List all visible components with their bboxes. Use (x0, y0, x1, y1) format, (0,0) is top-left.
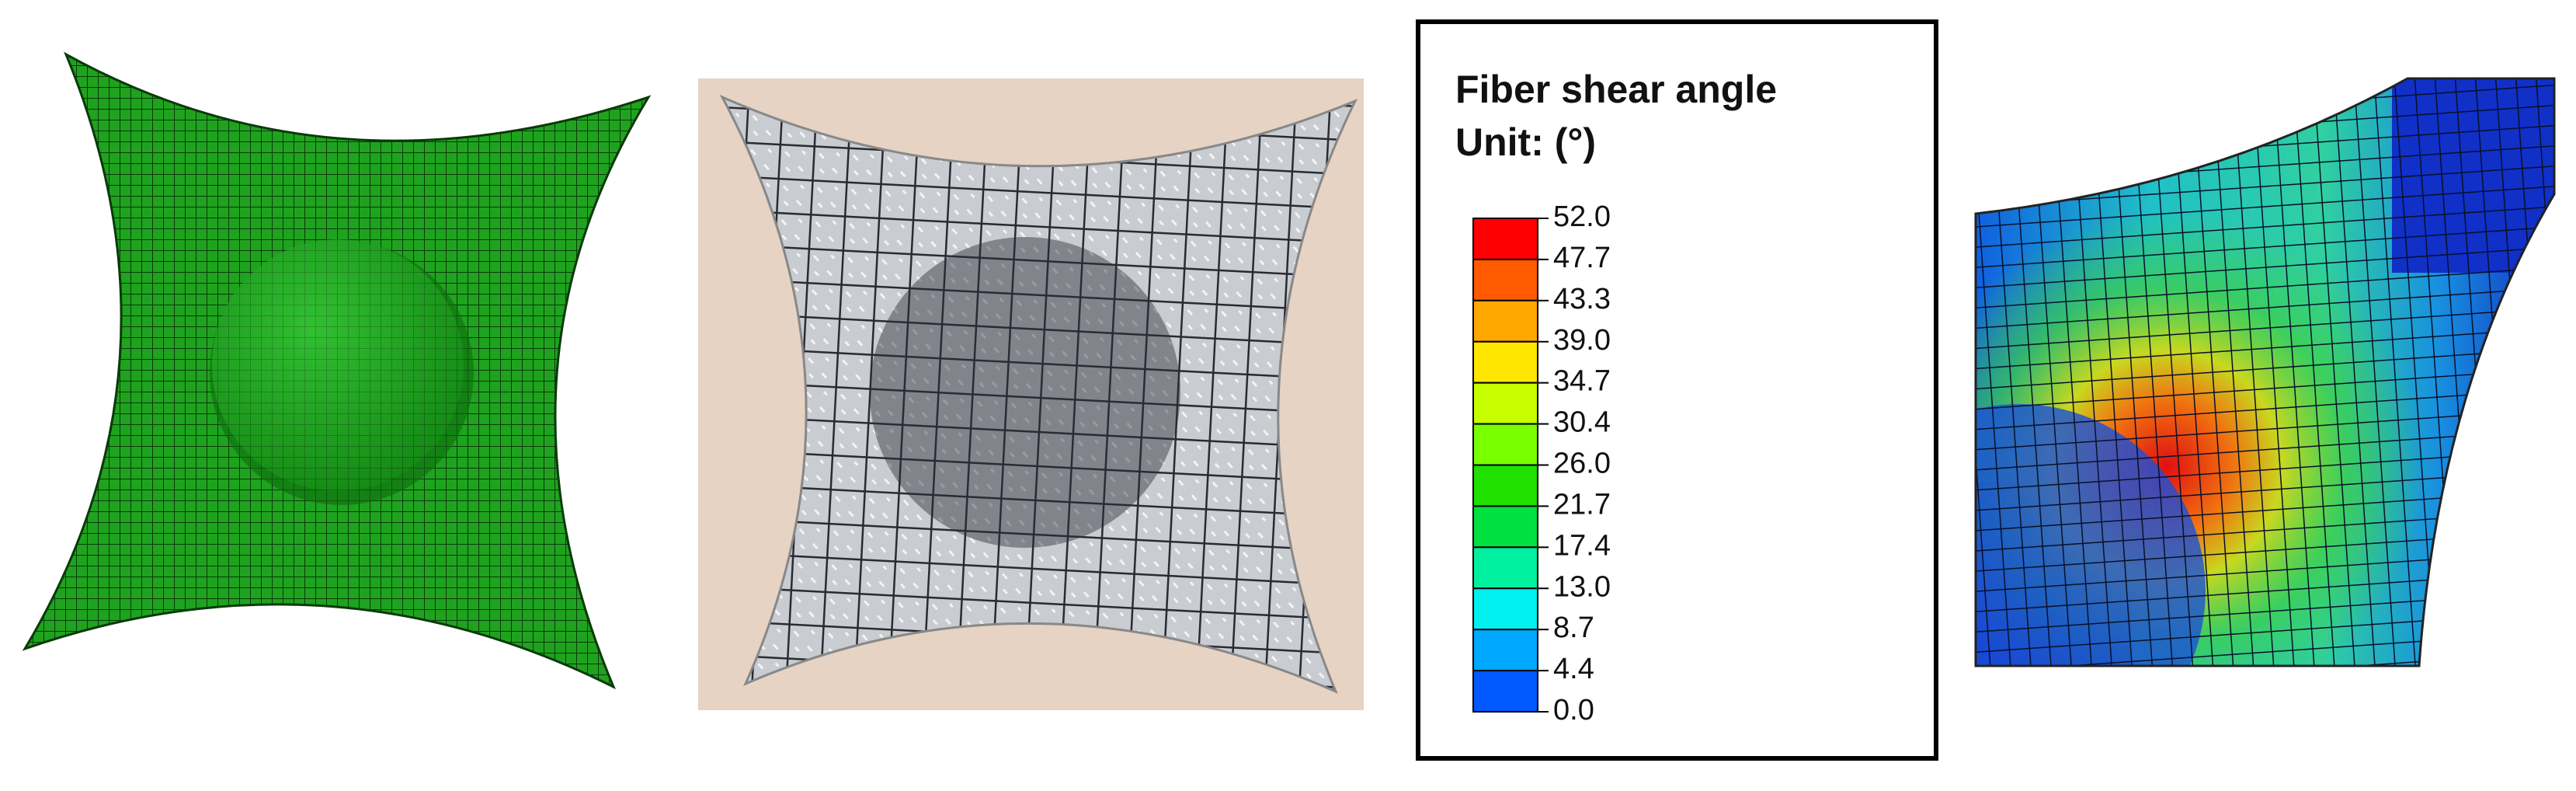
tick-label: 17.4 (1553, 529, 1611, 562)
color-band (1472, 382, 1538, 425)
legend: Fiber shear angle Unit: (°) 52.0 47.7 43.3… (1416, 19, 1938, 761)
tick-label: 39.0 (1553, 324, 1611, 357)
color-band (1472, 299, 1538, 343)
tick-label: 13.0 (1553, 570, 1611, 603)
legend-unit: Unit: (°) (1455, 120, 1596, 164)
tick-label: 4.4 (1553, 653, 1594, 685)
color-band (1472, 464, 1538, 507)
legend-title: Fiber shear angle (1455, 68, 1777, 111)
simulation-panel (22, 51, 652, 690)
color-band (1472, 218, 1538, 260)
tick-label: 8.7 (1553, 612, 1594, 644)
color-band (1472, 423, 1538, 466)
tick-label: 34.7 (1553, 365, 1611, 398)
color-band (1472, 505, 1538, 549)
tick-label: 0.0 (1553, 694, 1594, 727)
color-band (1472, 258, 1538, 301)
tick-label: 52.0 (1553, 200, 1611, 233)
contour-panel (1974, 77, 2556, 667)
experiment-photo (698, 78, 1364, 710)
color-band (1472, 546, 1538, 590)
tick-label: 47.7 (1553, 242, 1611, 274)
tick-label: 43.3 (1553, 283, 1611, 315)
color-band (1472, 340, 1538, 384)
color-band (1472, 670, 1538, 713)
tick-label: 30.4 (1553, 406, 1611, 439)
color-bar: 52.0 47.7 43.3 39.0 34.7 30.4 26.0 21.7 17.4 13.0… (1472, 200, 1611, 727)
tick-label: 21.7 (1553, 488, 1611, 521)
color-band (1472, 587, 1538, 631)
color-band (1472, 629, 1538, 672)
tick-label: 26.0 (1553, 448, 1611, 480)
